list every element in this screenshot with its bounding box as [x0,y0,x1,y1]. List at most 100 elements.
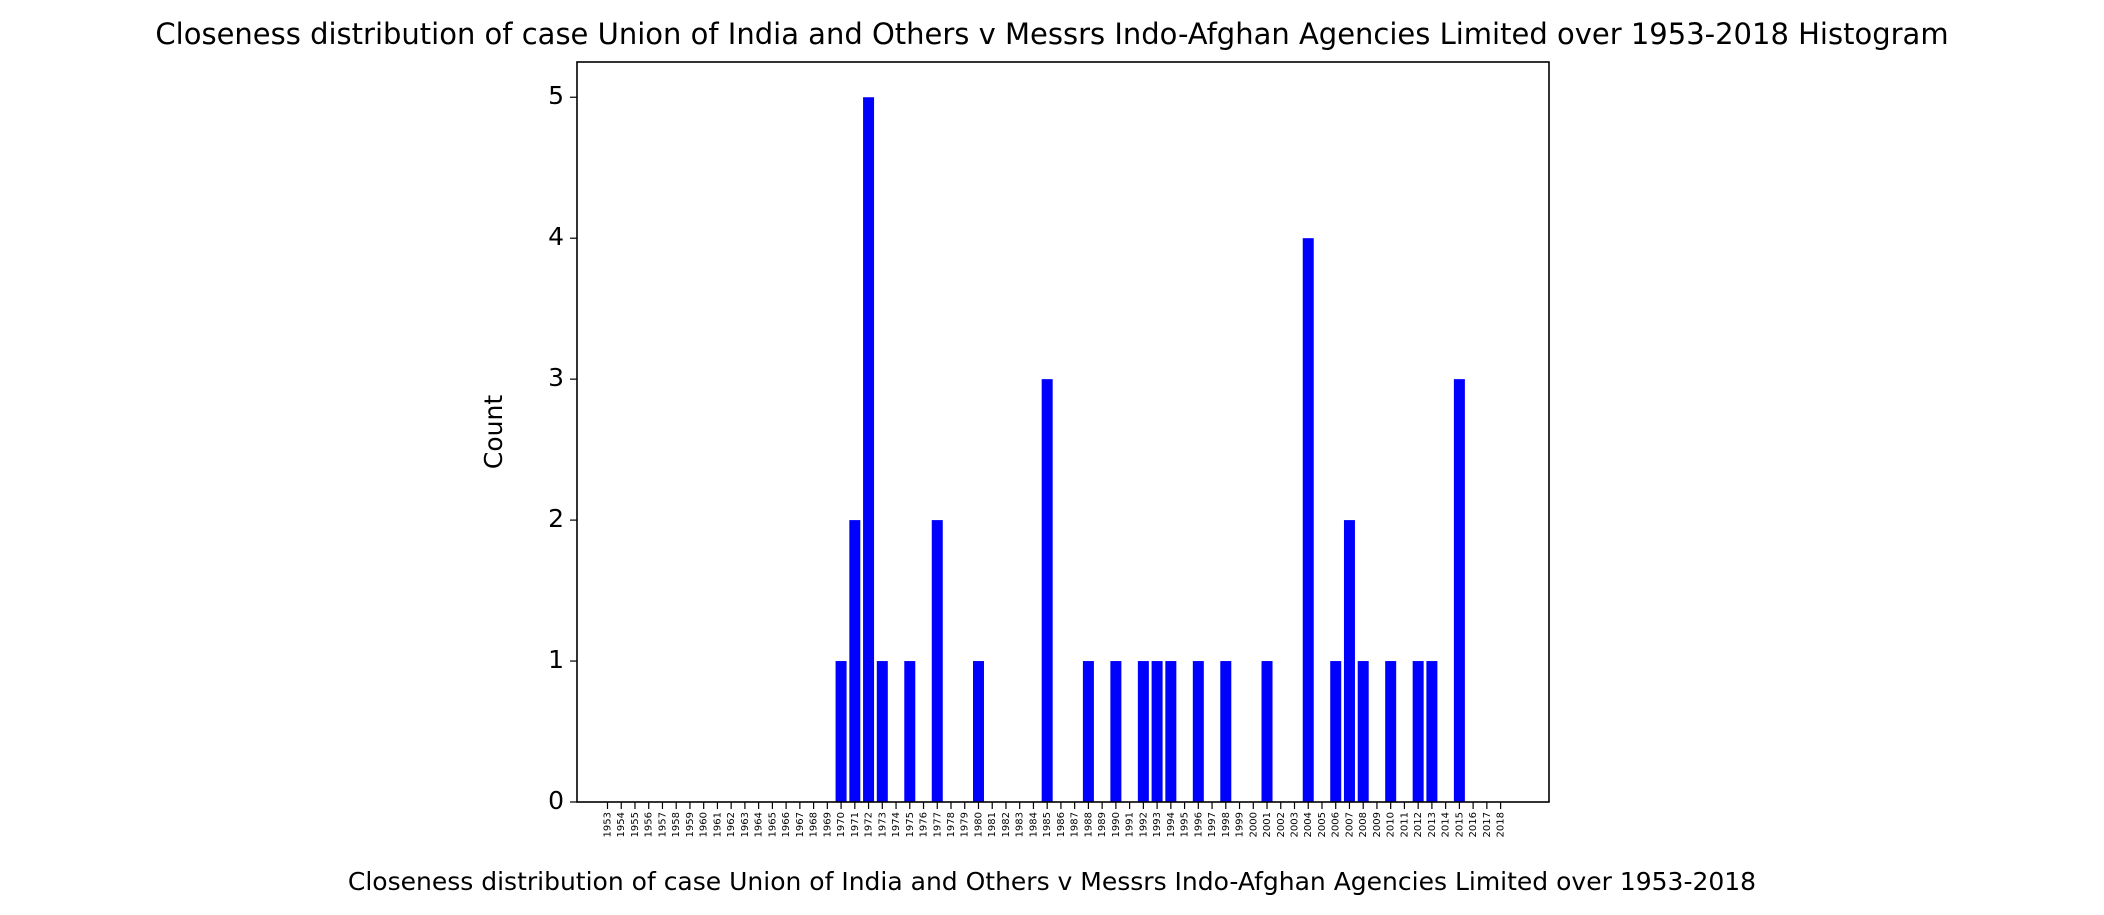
x-tick-label-1962: 1962 [726,812,737,837]
x-tick-label-2011: 2011 [1399,812,1410,837]
bar-1975 [904,661,916,802]
x-tick-label-2006: 2006 [1331,812,1342,837]
x-tick-label-1979: 1979 [960,812,971,837]
x-tick-label-2004: 2004 [1303,812,1314,837]
x-tick-label-1953: 1953 [603,812,614,837]
x-tick-label-1968: 1968 [809,812,820,837]
x-tick-label-1975: 1975 [905,812,916,837]
x-tick-label-1988: 1988 [1083,812,1094,837]
bar-1972 [863,97,875,803]
x-tick-label-1957: 1957 [657,812,668,837]
x-tick-label-2008: 2008 [1358,812,1369,837]
chart-title: Closeness distribution of case Union of … [155,17,1948,51]
bar-1998 [1220,661,1232,802]
x-tick-label-1987: 1987 [1070,812,1081,837]
bar-2013 [1426,661,1438,802]
bar-2004 [1302,238,1314,802]
x-tick-label-2002: 2002 [1276,812,1287,837]
x-tick-label-2003: 2003 [1290,812,1301,837]
x-tick-label-1978: 1978 [946,812,957,837]
x-tick-label-2014: 2014 [1441,812,1452,837]
x-tick-label-2015: 2015 [1454,812,1465,837]
x-tick-label-1959: 1959 [685,812,696,837]
y-tick-label-3: 3 [548,363,564,392]
x-tick-label-1994: 1994 [1166,812,1177,837]
bar-1990 [1110,661,1122,802]
y-tick-label-1: 1 [548,645,564,674]
y-tick-label-0: 0 [548,786,564,815]
bar-1980 [972,661,984,802]
x-tick-label-2010: 2010 [1386,812,1397,837]
y-tick-label-2: 2 [548,504,564,533]
x-tick-label-2012: 2012 [1413,812,1424,837]
x-tick-label-2007: 2007 [1344,812,1355,837]
bar-1993 [1151,661,1163,802]
bar-2006 [1330,661,1342,802]
x-tick-label-1999: 1999 [1235,812,1246,837]
y-tick-label-5: 5 [548,81,564,110]
bar-2008 [1357,661,1369,802]
bar-2015 [1453,379,1465,802]
y-axis-label: Count [479,395,508,469]
x-tick-label-2016: 2016 [1468,812,1479,837]
x-tick-label-1996: 1996 [1193,812,1204,837]
x-tick-label-1981: 1981 [987,812,998,837]
x-tick-label-1989: 1989 [1097,812,1108,837]
x-tick-label-1963: 1963 [740,812,751,837]
y-tick-label-4: 4 [548,222,564,251]
plot-frame [576,61,1550,803]
x-tick-label-1992: 1992 [1138,812,1149,837]
x-tick-label-1958: 1958 [671,812,682,837]
x-ticks-group: 1953 1954 1955 1956 1957 1958 1959 1960 1961 1962… [603,802,1507,837]
x-tick-label-2009: 2009 [1372,812,1383,837]
bar-1971 [849,520,861,802]
bar-2007 [1343,520,1355,802]
x-tick-label-1964: 1964 [754,812,765,837]
bars-group [835,97,1465,803]
x-axis-label: Closeness distribution of case Union of … [348,867,1756,896]
x-tick-label-1954: 1954 [616,812,627,837]
bar-1973 [876,661,888,802]
x-tick-label-1971: 1971 [850,812,861,837]
bar-1977 [931,520,943,802]
x-tick-label-1965: 1965 [767,812,778,837]
x-tick-label-1956: 1956 [644,812,655,837]
bar-1988 [1082,661,1094,802]
y-ticks-group: 0 1 2 3 4 5 [548,81,577,815]
x-tick-label-1976: 1976 [919,812,930,837]
bar-2010 [1385,661,1397,802]
x-tick-label-1967: 1967 [795,812,806,837]
bar-2012 [1412,661,1424,802]
x-tick-label-1955: 1955 [630,812,641,837]
x-tick-label-2005: 2005 [1317,812,1328,837]
x-tick-label-1966: 1966 [781,812,792,837]
x-tick-label-1961: 1961 [712,812,723,837]
bar-1985 [1041,379,1053,802]
bar-1992 [1137,661,1149,802]
x-tick-label-1998: 1998 [1221,812,1232,837]
x-tick-label-2018: 2018 [1496,812,1507,837]
x-tick-label-1970: 1970 [836,812,847,837]
x-tick-label-1969: 1969 [822,812,833,837]
x-tick-label-1984: 1984 [1028,812,1039,837]
x-tick-label-1960: 1960 [699,812,710,837]
x-tick-label-2000: 2000 [1248,812,1259,837]
x-tick-label-2013: 2013 [1427,812,1438,837]
x-tick-label-1972: 1972 [864,812,875,837]
x-tick-label-2017: 2017 [1482,812,1493,837]
x-tick-label-1977: 1977 [932,812,943,837]
x-tick-label-1986: 1986 [1056,812,1067,837]
x-tick-label-1997: 1997 [1207,812,1218,837]
bar-2001 [1261,661,1273,802]
x-tick-label-2001: 2001 [1262,812,1273,837]
x-tick-label-1974: 1974 [891,812,902,837]
x-tick-label-1980: 1980 [973,812,984,837]
bar-1970 [835,661,847,802]
x-tick-label-1985: 1985 [1042,812,1053,837]
x-tick-label-1995: 1995 [1180,812,1191,837]
x-tick-label-1983: 1983 [1015,812,1026,837]
x-tick-label-1993: 1993 [1152,812,1163,837]
x-tick-label-1982: 1982 [1001,812,1012,837]
bar-1996 [1192,661,1204,802]
